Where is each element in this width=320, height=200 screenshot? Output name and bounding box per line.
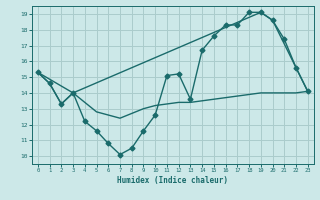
X-axis label: Humidex (Indice chaleur): Humidex (Indice chaleur): [117, 176, 228, 185]
